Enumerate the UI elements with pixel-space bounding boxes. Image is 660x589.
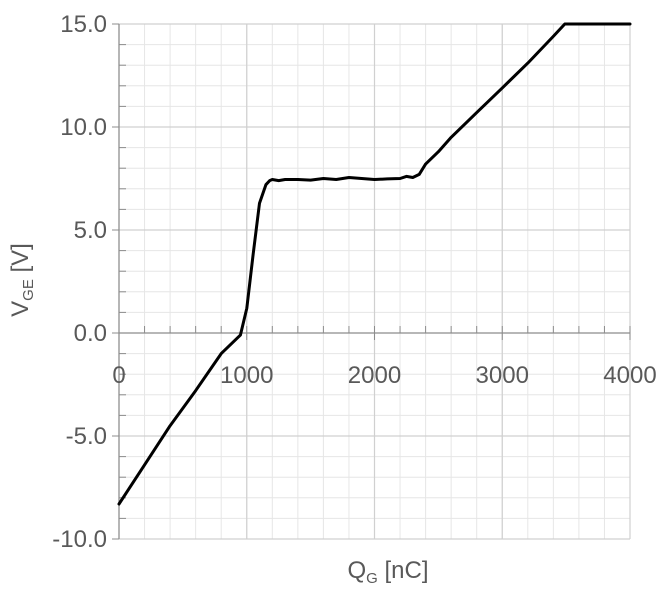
x-tick-label: 1000 — [220, 362, 273, 389]
y-tick-label: -10.0 — [52, 526, 107, 553]
x-tick-label: 4000 — [603, 362, 656, 389]
x-tick-label: 0 — [112, 362, 125, 389]
x-tick-label: 2000 — [348, 362, 401, 389]
y-tick-label: 5.0 — [74, 217, 107, 244]
x-axis-title: QG [nC] — [347, 557, 428, 587]
y-tick-label: 0.0 — [74, 320, 107, 347]
y-tick-label: 10.0 — [60, 114, 107, 141]
tick-labels: 15.0 10.0 5.0 0.0 -5.0 -10.0 0 1000 2000 3000 4000 — [52, 11, 656, 553]
y-axis-title: VGE [V] — [7, 243, 37, 317]
series-line — [117, 22, 632, 506]
series-layer — [117, 22, 632, 506]
y-tick-label: 15.0 — [60, 11, 107, 38]
axes — [112, 23, 631, 540]
y-tick-label: -5.0 — [66, 423, 107, 450]
x-tick-label: 3000 — [476, 362, 529, 389]
